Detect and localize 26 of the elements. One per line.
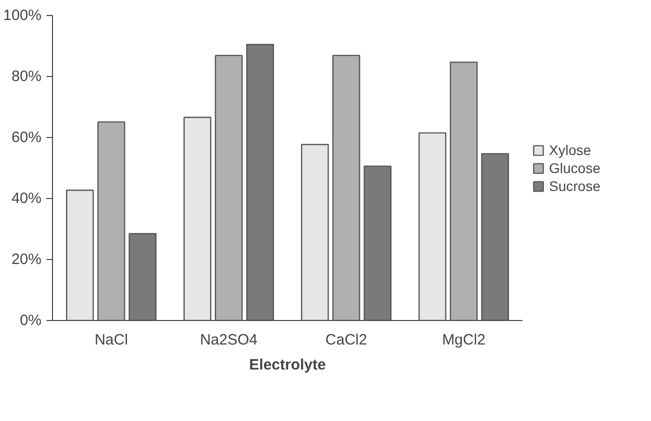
bar xyxy=(214,54,243,320)
x-tick-label: NaCl xyxy=(94,332,128,348)
bar xyxy=(66,190,94,320)
y-tick-label: 60% xyxy=(11,129,42,146)
x-tick-label: Na2SO4 xyxy=(200,332,258,348)
y-tick-label: 20% xyxy=(11,251,42,268)
x-tick-label: CaCl2 xyxy=(325,332,368,348)
legend-label: Glucose xyxy=(549,160,600,176)
bar xyxy=(364,166,392,320)
y-tick-label: 100% xyxy=(3,7,42,24)
bar xyxy=(418,132,446,320)
legend-label: Xylose xyxy=(549,142,592,158)
bar xyxy=(184,116,212,320)
bar xyxy=(450,62,478,320)
bar xyxy=(332,54,360,320)
bar xyxy=(301,144,329,320)
y-tick-label: 0% xyxy=(20,312,42,329)
x-tick-label: MgCl2 xyxy=(442,332,486,348)
y-tick-label: 80% xyxy=(11,68,42,85)
bar xyxy=(481,153,509,320)
x-axis-title: Electrolyte xyxy=(249,356,326,374)
bar xyxy=(97,121,126,320)
bar xyxy=(246,44,274,320)
legend-label: Sucrose xyxy=(549,178,600,194)
bar xyxy=(128,232,156,320)
y-tick-label: 40% xyxy=(11,190,42,207)
